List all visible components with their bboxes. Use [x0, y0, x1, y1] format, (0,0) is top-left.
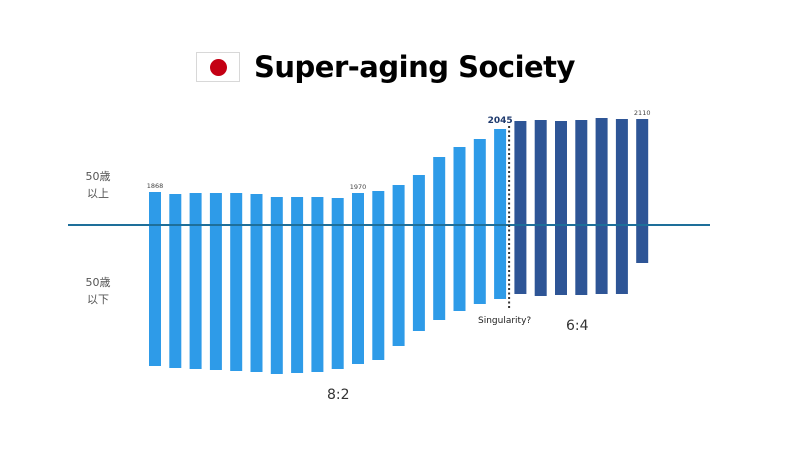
bar-below-3 [209, 225, 222, 370]
label-50-and-below: 50歳 以下 [78, 274, 118, 308]
bar-above-10 [352, 193, 364, 225]
bar-above-6 [270, 197, 283, 225]
tick-label-1970: 1970 [350, 183, 367, 191]
bar-below-14 [433, 225, 446, 320]
bar-above-5 [250, 194, 263, 225]
bar-below-16 [473, 225, 486, 304]
bar-above-1 [169, 194, 182, 225]
title-row: Super-aging Society [196, 45, 575, 89]
bar-below-7 [291, 225, 304, 373]
bar-above-3 [209, 193, 222, 225]
bar-below-24 [636, 225, 649, 263]
ratio-label-8-2: 8:2 [327, 387, 350, 403]
bar-below-20 [555, 225, 567, 295]
label-above-line1: 50歳 [85, 170, 111, 183]
bar-above-11 [372, 191, 385, 225]
bar-below-15 [453, 225, 466, 311]
bar-above-14 [433, 157, 446, 225]
bar-below-17 [494, 225, 507, 299]
bar-above-16 [473, 139, 486, 225]
bar-below-21 [575, 225, 588, 295]
label-50-and-above: 50歳 以上 [78, 168, 118, 202]
bar-below-8 [311, 225, 324, 372]
tick-label-1868: 1868 [147, 182, 164, 190]
bar-above-0 [149, 192, 161, 225]
bar-below-1 [169, 225, 182, 368]
tick-label-2045: 2045 [488, 116, 513, 126]
bar-below-22 [595, 225, 608, 294]
bar-below-10 [352, 225, 364, 364]
bar-above-9 [331, 198, 344, 225]
bar-above-8 [311, 197, 324, 225]
bar-below-5 [250, 225, 263, 372]
tick-labels-group: 1868 1970 2045 2110 [147, 109, 651, 191]
bar-below-23 [615, 225, 628, 294]
bar-above-18 [514, 121, 527, 225]
bar-below-12 [392, 225, 405, 346]
bar-above-2 [189, 193, 202, 225]
bar-below-18 [514, 225, 527, 294]
bar-above-17 [494, 129, 507, 225]
bar-above-15 [453, 147, 466, 225]
singularity-label: Singularity? [478, 316, 532, 326]
bar-above-12 [392, 185, 405, 225]
bar-above-24 [636, 119, 649, 225]
bar-below-9 [331, 225, 344, 369]
bar-below-0 [149, 225, 161, 366]
label-above-line2: 以上 [87, 187, 109, 200]
flag-red-disc [209, 58, 227, 76]
ratio-label-6-4: 6:4 [566, 318, 589, 334]
page-title: Super-aging Society [254, 50, 575, 84]
label-below-line2: 以下 [87, 293, 109, 306]
bar-below-4 [230, 225, 243, 371]
bar-above-19 [534, 120, 547, 225]
bar-above-23 [615, 119, 628, 225]
bar-above-21 [575, 120, 588, 225]
bar-below-6 [270, 225, 283, 374]
bar-below-13 [412, 225, 425, 331]
bar-above-7 [291, 197, 304, 225]
bar-above-4 [230, 193, 243, 225]
bar-above-22 [595, 118, 608, 225]
tick-label-2110: 2110 [634, 109, 651, 117]
bar-below-11 [372, 225, 385, 360]
bar-below-19 [534, 225, 547, 296]
bar-below-2 [189, 225, 202, 369]
japan-flag-icon [196, 52, 240, 82]
bar-above-20 [555, 121, 567, 225]
label-below-line1: 50歳 [85, 276, 111, 289]
bar-above-13 [412, 175, 425, 225]
bars-group [149, 118, 649, 374]
